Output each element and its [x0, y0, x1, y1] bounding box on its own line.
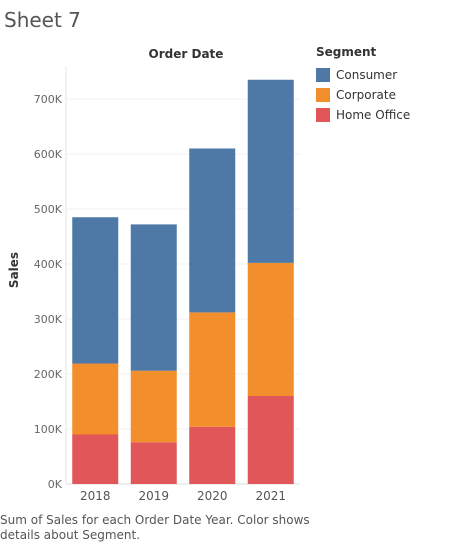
- bars: [72, 79, 294, 485]
- x-axis: 2018 2019 2020 2021: [80, 489, 286, 503]
- y-tick-label: 500K: [34, 203, 63, 216]
- bar-corporate-2018[interactable]: [72, 363, 119, 435]
- y-tick-label: 0K: [48, 478, 63, 491]
- legend-swatch: [316, 108, 330, 122]
- y-axis: 0K 100K 200K 300K 400K 500K 600K 700K: [34, 66, 67, 491]
- bar-home-office-2018[interactable]: [72, 434, 119, 485]
- legend-title: Segment: [316, 45, 377, 59]
- y-tick-label: 700K: [34, 93, 63, 106]
- bar-consumer-2021[interactable]: [247, 79, 294, 263]
- legend: Segment Consumer Corporate Home Office: [316, 45, 410, 125]
- y-tick-label: 200K: [34, 368, 63, 381]
- bar-consumer-2018[interactable]: [72, 217, 119, 364]
- bar-corporate-2020[interactable]: [189, 312, 236, 427]
- bar-home-office-2021[interactable]: [247, 396, 294, 484]
- column-header: Order Date: [149, 47, 224, 61]
- bar-home-office-2019[interactable]: [130, 442, 177, 484]
- legend-item-corporate[interactable]: Corporate: [316, 85, 410, 105]
- y-tick-label: 400K: [34, 258, 63, 271]
- bar-corporate-2021[interactable]: [247, 262, 294, 396]
- legend-item-home-office[interactable]: Home Office: [316, 105, 410, 125]
- y-axis-label: Sales: [7, 252, 21, 288]
- x-tick-label: 2021: [255, 489, 286, 503]
- x-tick-label: 2018: [80, 489, 111, 503]
- legend-label: Home Office: [336, 108, 411, 122]
- bar-home-office-2020[interactable]: [189, 426, 236, 484]
- legend-label: Corporate: [336, 88, 396, 102]
- y-tick-label: 100K: [34, 423, 63, 436]
- caption: Sum of Sales for each Order Date Year. C…: [0, 513, 310, 542]
- x-tick-label: 2019: [138, 489, 169, 503]
- legend-items: Consumer Corporate Home Office: [316, 65, 410, 125]
- legend-label: Consumer: [336, 68, 398, 82]
- legend-swatch: [316, 88, 330, 102]
- bar-corporate-2019[interactable]: [130, 370, 177, 443]
- x-tick-label: 2020: [197, 489, 228, 503]
- y-tick-label: 300K: [34, 313, 63, 326]
- legend-item-consumer[interactable]: Consumer: [316, 65, 410, 85]
- legend-swatch: [316, 68, 330, 82]
- bar-consumer-2019[interactable]: [130, 224, 177, 371]
- bar-consumer-2020[interactable]: [189, 148, 236, 313]
- sheet-title: Sheet 7: [4, 8, 81, 32]
- y-tick-label: 600K: [34, 148, 63, 161]
